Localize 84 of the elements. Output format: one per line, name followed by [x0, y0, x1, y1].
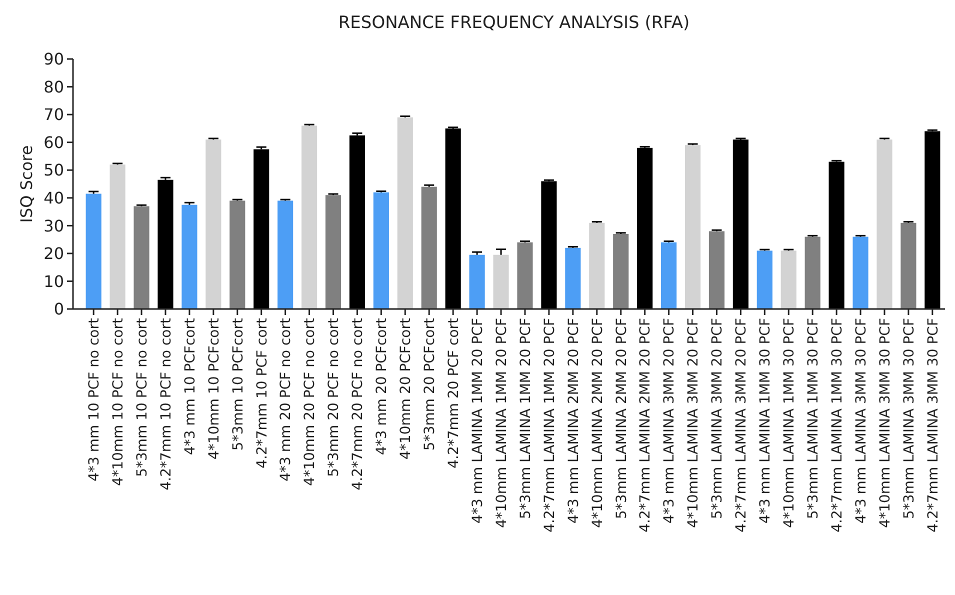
- x-tick-label: 4*10mm LAMINA 1MM 30 PCF: [782, 318, 798, 528]
- bar: [278, 200, 294, 309]
- x-tick-label: 4.2*7mm 10 PCF cort: [254, 317, 270, 468]
- x-tick-label: 4*10mm 10 PCF no cort: [110, 318, 126, 486]
- bar: [254, 149, 270, 309]
- bar: [732, 140, 748, 309]
- bar: [708, 231, 725, 309]
- bar: [924, 131, 940, 309]
- x-tick-label: 4.2*7mm 10 PCF no cort: [158, 317, 174, 490]
- x-tick-label: 4*3 mm 20 PCFcort: [374, 318, 390, 456]
- chart-title: RESONANCE FREQUENCY ANALYSIS (RFA): [338, 13, 690, 33]
- x-tick-label: 4*3 mm LAMINA 3MM 20 PCF: [662, 318, 678, 524]
- x-tick-label: 5*3mm LAMINA 3MM 20 PCF: [710, 318, 726, 519]
- x-tick-label: 4.2*7mm LAMINA 1MM 30 PCF: [829, 318, 846, 532]
- bar: [110, 164, 126, 309]
- x-tick-label: 4*10mm LAMINA 1MM 20 PCF: [494, 318, 510, 528]
- bar: [852, 236, 868, 309]
- bar: [230, 200, 246, 309]
- y-tick-label: 40: [44, 188, 64, 208]
- bar: [876, 140, 892, 309]
- x-tick-label: 5*3mm 20 PCFcort: [422, 318, 438, 451]
- x-tick-label: 5*3mm 10 PCFcort: [230, 318, 246, 451]
- bar: [445, 128, 461, 309]
- y-tick-label: 10: [44, 272, 64, 291]
- x-tick-label: 4*3 mm 20 PCF no cort: [278, 317, 294, 482]
- bar: [637, 148, 653, 309]
- bar: [397, 117, 413, 309]
- x-tick-label: 4.2*7mm 20 PCF cort: [446, 317, 462, 468]
- bar: [828, 162, 844, 309]
- x-tick-label: 5*3mm 10 PCF no cort: [134, 317, 150, 477]
- bar: [900, 222, 916, 309]
- bar: [756, 250, 772, 309]
- x-tick-label: 4*10mm 10 PCFcort: [206, 318, 222, 460]
- x-tick-label: 4.2*7mm LAMINA 1MM 20 PCF: [542, 318, 558, 532]
- bar: [517, 242, 533, 309]
- bar: [158, 180, 174, 309]
- y-tick-label: 80: [44, 77, 64, 96]
- bar: [780, 250, 796, 309]
- bar: [325, 195, 342, 309]
- bar: [493, 254, 509, 309]
- x-tick-label: 4*10mm LAMINA 3MM 30 PCF: [877, 318, 894, 528]
- bar: [134, 206, 150, 309]
- bar: [469, 254, 485, 309]
- y-axis-title: ISQ Score: [17, 145, 36, 223]
- bar: [613, 234, 629, 309]
- x-tick-label: 4*3 mm LAMINA 1MM 30 PCF: [758, 318, 774, 524]
- x-tick-label: 4*3 mm LAMINA 1MM 20 PCF: [470, 318, 486, 524]
- x-tick-label: 4.2*7mm LAMINA 3MM 30 PCF: [925, 318, 942, 532]
- x-tick-label: 4*3 mm LAMINA 2MM 20 PCF: [566, 318, 582, 524]
- bar: [373, 192, 389, 309]
- bar: [565, 248, 581, 309]
- x-tick-label: 4*10mm LAMINA 2MM 20 PCF: [590, 318, 606, 528]
- x-tick-label: 4.2*7mm 20 PCF no cort: [350, 317, 366, 490]
- y-tick-label: 0: [54, 300, 64, 319]
- x-tick-label: 4*10mm 20 PCFcort: [398, 318, 414, 460]
- y-tick-label: 60: [44, 132, 64, 152]
- bar: [804, 236, 820, 309]
- x-tick-label: 5*3mm LAMINA 3MM 30 PCF: [901, 318, 918, 519]
- bar: [301, 126, 318, 309]
- x-tick-label: 4*10mm 20 PCF no cort: [302, 318, 318, 486]
- x-tick-label: 5*3mm LAMINA 1MM 30 PCF: [805, 318, 822, 519]
- x-tick-label: 4.2*7mm LAMINA 3MM 20 PCF: [734, 318, 750, 532]
- y-tick-label: 20: [44, 244, 64, 264]
- y-tick-label: 50: [44, 160, 64, 180]
- x-tick-label: 5*3mm LAMINA 2MM 20 PCF: [614, 318, 630, 519]
- y-tick-label: 30: [44, 216, 64, 236]
- bar: [660, 242, 677, 309]
- x-tick-label: 4*3 mm 10 PCFcort: [182, 318, 198, 456]
- x-tick-label: 5*3mm 20 PCF no cort: [326, 317, 342, 477]
- x-tick-label: 4*3 mm 10 PCF no cort: [86, 317, 102, 482]
- bar: [182, 204, 198, 309]
- x-tick-label: 5*3mm LAMINA 1MM 20 PCF: [518, 318, 534, 519]
- bar: [349, 135, 366, 309]
- bar: [206, 140, 222, 309]
- bar: [589, 222, 605, 309]
- y-tick-label: 90: [44, 50, 64, 69]
- x-tick-label: 4*10mm LAMINA 3MM 20 PCF: [686, 318, 702, 528]
- bar: [86, 194, 102, 309]
- x-tick-label: 4.2*7mm LAMINA 2MM 20 PCF: [638, 318, 654, 532]
- x-tick-label: 4*3 mm LAMINA 3MM 30 PCF: [853, 318, 870, 524]
- bar: [684, 145, 701, 309]
- bar: [421, 186, 437, 309]
- bar: [541, 181, 557, 309]
- y-tick-label: 70: [44, 105, 64, 124]
